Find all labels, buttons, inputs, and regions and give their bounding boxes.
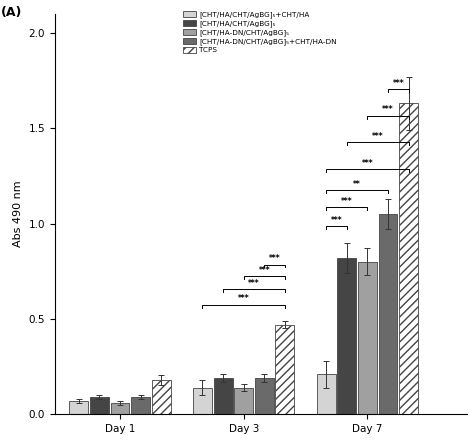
- Bar: [358, 262, 377, 415]
- Text: ***: ***: [382, 105, 394, 114]
- Bar: [214, 378, 233, 415]
- Text: ***: ***: [392, 78, 404, 88]
- Bar: [152, 380, 171, 415]
- Bar: [110, 403, 129, 415]
- Bar: [317, 374, 336, 415]
- Bar: [234, 388, 253, 415]
- Legend: [CHT/HA/CHT/AgBG]₅+CHT/HA, [CHT/HA/CHT/AgBG]₅, [CHT/HA-DN/CHT/AgBG]₅, [CHT/HA-DN: [CHT/HA/CHT/AgBG]₅+CHT/HA, [CHT/HA/CHT/A…: [182, 9, 338, 55]
- Bar: [337, 258, 356, 415]
- Text: ***: ***: [372, 132, 383, 141]
- Text: (A): (A): [1, 6, 22, 19]
- Text: ***: ***: [331, 216, 342, 225]
- Bar: [90, 397, 109, 415]
- Bar: [131, 397, 150, 415]
- Text: **: **: [353, 179, 361, 189]
- Text: ***: ***: [258, 265, 270, 274]
- Bar: [275, 325, 294, 415]
- Bar: [69, 401, 88, 415]
- Text: ***: ***: [341, 197, 353, 206]
- Text: ***: ***: [362, 159, 373, 168]
- Y-axis label: Abs 490 nm: Abs 490 nm: [13, 181, 23, 247]
- Text: ***: ***: [269, 254, 281, 263]
- Bar: [255, 378, 274, 415]
- Bar: [193, 388, 212, 415]
- Bar: [399, 103, 418, 415]
- Text: ***: ***: [248, 279, 260, 288]
- Bar: [379, 214, 398, 415]
- Text: ***: ***: [238, 294, 249, 303]
